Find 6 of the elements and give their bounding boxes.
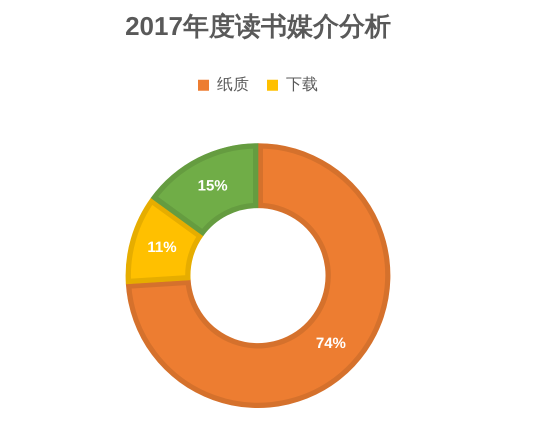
data-label: 74% (316, 335, 346, 352)
data-label: 11% (147, 238, 177, 256)
chart-title: 2017年度读书媒介分析 (125, 10, 391, 41)
legend-label: 下载 (286, 76, 318, 94)
data-label: 15% (198, 178, 228, 195)
legend-label: 纸质 (217, 76, 249, 94)
